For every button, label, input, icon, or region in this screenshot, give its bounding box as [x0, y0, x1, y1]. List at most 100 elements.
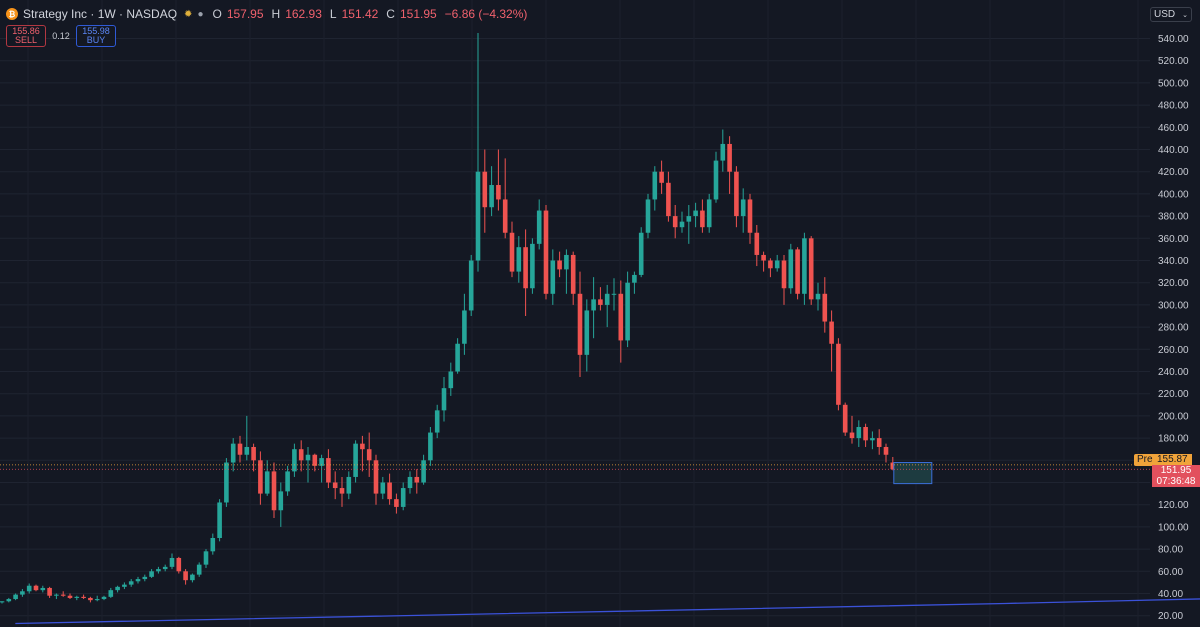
candle — [747, 193, 753, 244]
candle-body — [196, 564, 202, 575]
candle-body — [849, 432, 855, 439]
y-tick-label: 260.00 — [1158, 345, 1189, 356]
candle-body — [679, 221, 685, 228]
candle-body — [672, 216, 678, 228]
candle-body — [720, 143, 726, 161]
candle-body — [47, 587, 52, 596]
candle — [489, 166, 494, 217]
candle-body — [870, 438, 875, 441]
high-value: 162.93 — [285, 7, 322, 21]
candle-body — [591, 299, 596, 311]
candle-body — [162, 566, 168, 570]
last-price-tag: 151.95 07:36:48 — [1152, 465, 1200, 487]
candle-body — [530, 243, 535, 289]
candle — [720, 129, 726, 172]
candle-body — [598, 299, 603, 305]
candle-body — [285, 471, 290, 492]
candle-body — [60, 594, 66, 596]
candle — [20, 589, 25, 597]
symbol-title[interactable]: Strategy Inc · 1W · NASDAQ — [23, 7, 178, 21]
y-tick-label: 520.00 — [1158, 56, 1189, 67]
candle-body — [883, 446, 889, 455]
candle-body — [428, 432, 433, 461]
low-value: 151.42 — [341, 7, 379, 21]
candle-body — [795, 249, 800, 294]
candle — [135, 576, 141, 584]
candle — [40, 585, 46, 593]
candle-body — [20, 591, 25, 595]
candle — [768, 258, 773, 278]
projection-box[interactable] — [893, 462, 933, 485]
candle — [292, 443, 297, 477]
sell-button[interactable]: 155.86 SELL — [6, 25, 46, 47]
candle-body — [509, 232, 515, 272]
candle-body — [747, 199, 753, 233]
candle-body — [496, 185, 501, 200]
candle — [115, 585, 120, 593]
spread-value: 0.12 — [52, 31, 70, 41]
candle — [210, 533, 216, 555]
candle-body — [713, 160, 719, 200]
candle-body — [863, 427, 868, 441]
candle-body — [292, 449, 297, 472]
candle-body — [890, 462, 896, 470]
candle-body — [693, 210, 698, 217]
candle — [468, 254, 474, 316]
y-tick-label: 200.00 — [1158, 411, 1189, 422]
candle — [686, 205, 692, 244]
candle — [414, 469, 420, 494]
candle — [339, 476, 345, 507]
candle-body — [88, 597, 93, 601]
candle — [305, 446, 311, 483]
currency-select[interactable]: USD ⌄ — [1150, 7, 1192, 22]
candle — [611, 278, 617, 311]
candle-body — [115, 586, 120, 591]
candle — [332, 471, 338, 500]
buy-button[interactable]: 155.98 BUY — [76, 25, 116, 47]
candle-body — [441, 388, 447, 411]
candle — [496, 149, 501, 211]
candle-body — [822, 293, 828, 322]
candle-body — [176, 557, 182, 572]
candles — [0, 32, 896, 604]
candle — [162, 564, 168, 572]
candle-body — [169, 557, 175, 567]
calendar-icon: ● — [197, 8, 204, 20]
candle-body — [183, 571, 188, 581]
candle-body — [455, 343, 460, 372]
trendline[interactable] — [15, 445, 1200, 625]
candle-body — [373, 460, 379, 494]
candle-body — [380, 482, 386, 494]
candle-body — [645, 199, 651, 233]
candle — [509, 221, 515, 278]
candle — [788, 243, 794, 294]
y-tick-label: 40.00 — [1158, 589, 1183, 600]
candle — [577, 271, 583, 378]
candle — [679, 211, 685, 233]
candle-body — [407, 476, 413, 489]
y-tick-label: 220.00 — [1158, 389, 1189, 400]
candle — [230, 438, 236, 472]
bar-countdown: 07:36:48 — [1156, 476, 1196, 487]
y-tick-label: 460.00 — [1158, 123, 1189, 134]
candle-body — [13, 594, 18, 600]
candle — [128, 579, 134, 587]
candle-body — [768, 260, 773, 269]
candle — [142, 574, 148, 582]
candle — [394, 493, 399, 514]
candle — [326, 449, 331, 489]
candle-body — [244, 446, 250, 455]
y-tick-label: 100.00 — [1158, 522, 1189, 533]
candle — [883, 443, 889, 463]
candle — [632, 271, 637, 294]
candle-body — [734, 171, 739, 217]
flag-icon[interactable]: ✹ — [184, 8, 193, 20]
candle-body — [815, 293, 821, 300]
chevron-down-icon: ⌄ — [1182, 11, 1188, 19]
y-tick-label: 380.00 — [1158, 212, 1189, 223]
candle-body — [802, 238, 807, 294]
candle — [421, 454, 426, 485]
candle-body — [557, 260, 562, 270]
candle-body — [502, 199, 508, 233]
